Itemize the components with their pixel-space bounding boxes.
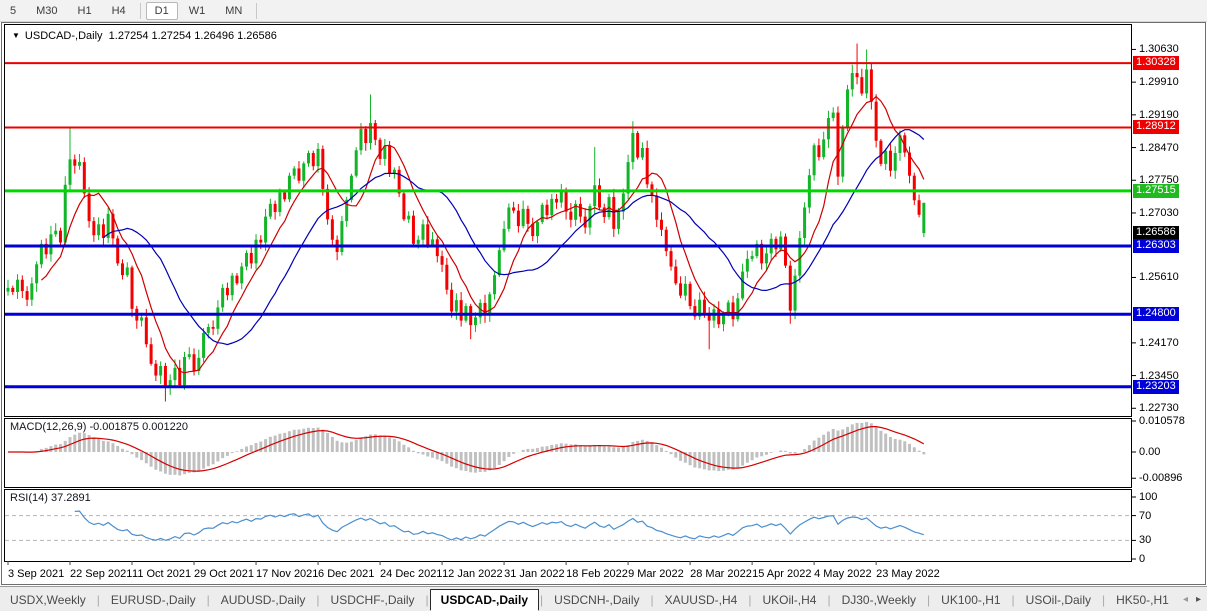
macd-pane[interactable] [4, 418, 1132, 488]
level-badge-1.23203: 1.23203 [1133, 379, 1179, 394]
tab-separator: | [650, 592, 654, 607]
timeframe-button-d1[interactable]: D1 [145, 1, 178, 20]
price-tick-1.24170: 1.24170 [1139, 336, 1179, 349]
tab-ukoil-h4[interactable]: UKOil-,H4 [762, 592, 817, 607]
date-label: 28 Mar 2022 [690, 568, 752, 580]
date-label: 9 Mar 2022 [628, 568, 684, 580]
macd-label: MACD(12,26,9) -0.001875 0.001220 [10, 421, 188, 433]
tab-scroll-right-icon[interactable]: ▸ [1195, 594, 1201, 605]
symbol-dropdown-icon[interactable]: ▼ [12, 31, 20, 40]
timeframe-button-5[interactable]: 5 [10, 4, 17, 17]
tab-usdcnh-daily[interactable]: USDCNH-,Daily [554, 592, 640, 607]
price-pane[interactable] [4, 24, 1132, 417]
timeframe-button-w1[interactable]: W1 [188, 4, 206, 17]
tab-usdcad-daily[interactable]: USDCAD-,Daily [429, 588, 540, 611]
tab-separator: | [316, 592, 320, 607]
level-badge-1.27515: 1.27515 [1133, 183, 1179, 198]
toolbar-separator [256, 2, 258, 19]
date-label: 22 Sep 2021 [70, 568, 133, 580]
timeframe-button-m30[interactable]: M30 [36, 4, 58, 17]
date-label: 24 Dec 2021 [380, 568, 443, 580]
price-tick-1.29910: 1.29910 [1139, 76, 1179, 89]
tab-separator: | [748, 592, 752, 607]
level-badge-1.30328: 1.30328 [1133, 56, 1179, 71]
date-label: 29 Oct 2021 [194, 568, 254, 580]
macd-tick-0.00: 0.00 [1139, 446, 1161, 458]
chart-ohlc-values: 1.27254 1.27254 1.26496 1.26586 [108, 30, 277, 42]
chart-tab-bar: USDX,Weekly | EURUSD-,Daily | AUDUSD-,Daily |… [0, 586, 1207, 611]
timeframe-button-h4[interactable]: H4 [111, 4, 126, 17]
tab-usdx-weekly[interactable]: USDX,Weekly [10, 592, 86, 607]
rsi-tick-70: 70 [1139, 509, 1152, 522]
date-label: 6 Dec 2021 [318, 568, 375, 580]
date-label: 17 Nov 2021 [256, 568, 319, 580]
macd-signal-line [8, 426, 925, 472]
price-tick-1.28470: 1.28470 [1139, 141, 1179, 154]
chart-title: ▼ USDCAD-,Daily 1.27254 1.27254 1.26496 1… [12, 30, 277, 42]
tab-usdchf-daily[interactable]: USDCHF-,Daily [330, 592, 415, 607]
chart-window[interactable]: ▼ USDCAD-,Daily 1.27254 1.27254 1.26496 1… [0, 22, 1207, 585]
timeframe-toolbar: 5 M30 H1 H4 D1 W1 MN [0, 0, 1207, 22]
date-label: 3 Sep 2021 [8, 568, 65, 580]
rsi-label: RSI(14) 37.2891 [10, 492, 91, 504]
rsi-line [74, 510, 924, 541]
price-tick-1.27030: 1.27030 [1139, 206, 1179, 219]
tab-separator: | [927, 592, 931, 607]
rsi-tick-100: 100 [1139, 491, 1158, 503]
tab-separator: | [96, 592, 100, 607]
date-label: 15 Apr 2022 [752, 568, 812, 580]
level-badge-1.26303: 1.26303 [1133, 238, 1179, 253]
timeframe-button-mn[interactable]: MN [225, 4, 243, 17]
tab-audusd-daily[interactable]: AUDUSD-,Daily [220, 592, 306, 607]
tab-separator: | [540, 592, 544, 607]
macd-tick--0.00896: -0.00896 [1139, 472, 1183, 485]
tab-usoil-daily[interactable]: USOil-,Daily [1025, 592, 1092, 607]
tab-separator: | [1011, 592, 1015, 607]
rsi-tick-0: 0 [1139, 553, 1146, 565]
date-label: 18 Feb 2022 [566, 568, 628, 580]
level-badge-1.24800: 1.24800 [1133, 307, 1179, 322]
rsi-tick-30: 30 [1139, 534, 1152, 547]
current-price-badge: 1.26586 [1133, 226, 1179, 241]
price-tick-1.30630: 1.30630 [1139, 43, 1179, 56]
date-label: 12 Jan 2022 [442, 568, 503, 580]
tab-separator: | [827, 592, 831, 607]
date-label: 11 Oct 2021 [132, 568, 192, 580]
tab-eurusd-daily[interactable]: EURUSD-,Daily [110, 592, 196, 607]
tab-separator: | [1102, 592, 1106, 607]
date-label: 4 May 2022 [814, 568, 872, 580]
tab-xauusd-h4[interactable]: XAUUSD-,H4 [664, 592, 738, 607]
price-tick-1.27750: 1.27750 [1139, 174, 1179, 187]
level-badge-1.28912: 1.28912 [1133, 120, 1179, 135]
price-tick-1.29190: 1.29190 [1139, 108, 1179, 121]
candlestick-chart[interactable] [0, 22, 1207, 585]
tab-separator: | [425, 592, 429, 607]
tab-uk100-h1[interactable]: UK100-,H1 [941, 592, 1001, 607]
ma-slow-line [103, 129, 925, 346]
ma-fast-line [41, 95, 925, 374]
timeframe-button-h1[interactable]: H1 [77, 4, 92, 17]
date-label: 31 Jan 2022 [504, 568, 565, 580]
toolbar-separator [139, 2, 141, 19]
price-tick-1.23450: 1.23450 [1139, 369, 1179, 382]
tab-dj30-weekly[interactable]: DJ30-,Weekly [841, 592, 917, 607]
tab-hk50-h1[interactable]: HK50-,H1 [1116, 592, 1169, 607]
macd-tick-0.010578: 0.010578 [1139, 415, 1185, 427]
chart-symbol: USDCAD-,Daily [24, 30, 103, 42]
window-border [1, 22, 1206, 585]
price-tick-1.25610: 1.25610 [1139, 271, 1179, 284]
tab-separator: | [206, 592, 210, 607]
tab-scroll-left-icon[interactable]: ◂ [1182, 594, 1188, 605]
date-label: 23 May 2022 [876, 568, 940, 580]
price-tick-1.22730: 1.22730 [1139, 402, 1179, 415]
